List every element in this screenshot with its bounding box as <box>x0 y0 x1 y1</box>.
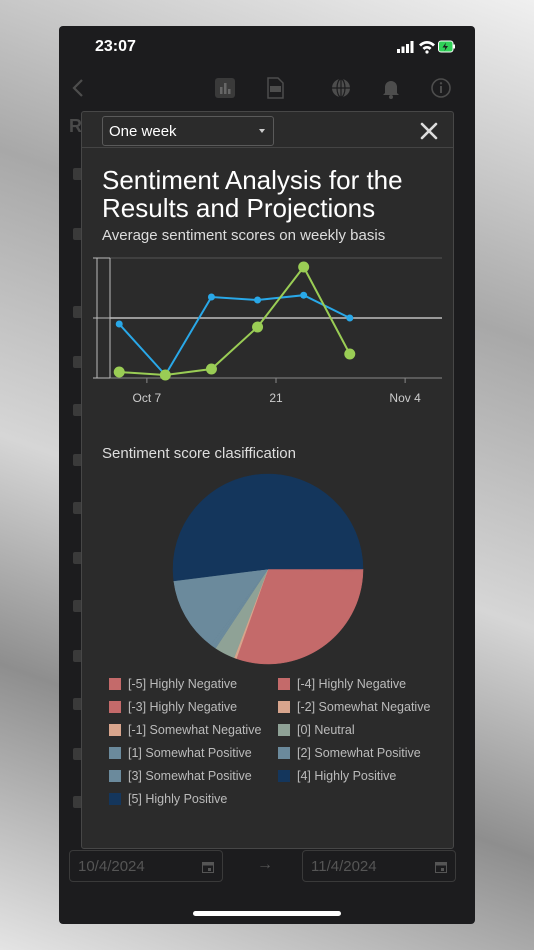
legend-swatch <box>109 701 121 713</box>
legend-swatch <box>109 747 121 759</box>
app-toolbar <box>59 70 475 106</box>
series-1-point <box>252 321 264 333</box>
legend-item[interactable]: [5] Highly Positive <box>109 790 227 808</box>
excel-export-icon[interactable] <box>263 76 287 100</box>
pie-chart <box>172 473 364 665</box>
date-range-arrow-icon: → <box>257 856 273 873</box>
line-chart: Oct 7 21 Nov 4 <box>93 257 442 405</box>
series-0-point <box>115 320 123 328</box>
legend-label: [3] Somewhat Positive <box>128 769 252 783</box>
period-select-value: One week <box>109 123 177 140</box>
legend-swatch <box>278 747 290 759</box>
calendar-icon <box>435 862 447 873</box>
home-indicator[interactable] <box>193 911 341 916</box>
legend-label: [-5] Highly Negative <box>128 677 238 691</box>
legend-label: [5] Highly Positive <box>128 792 228 806</box>
legend-item[interactable]: [3] Somewhat Positive <box>109 767 252 785</box>
start-date-field[interactable]: 10/4/2024 <box>69 850 223 882</box>
series-1-point <box>113 366 125 378</box>
legend-swatch <box>278 724 290 736</box>
legend-label: [-1] Somewhat Negative <box>128 723 262 737</box>
series-0-point <box>207 293 215 301</box>
signal-icon <box>397 41 414 53</box>
series-0-point <box>300 291 308 299</box>
end-date-value: 11/4/2024 <box>311 858 377 875</box>
legend-label: [-4] Highly Negative <box>297 677 407 691</box>
legend-item[interactable]: [-1] Somewhat Negative <box>109 721 261 739</box>
bell-icon[interactable] <box>379 76 403 100</box>
pie-slice <box>173 568 269 646</box>
legend-item[interactable]: [-2] Somewhat Negative <box>278 698 430 716</box>
legend-swatch <box>109 724 121 736</box>
sentiment-modal: One week Sentiment Analysis for the Resu… <box>81 111 454 849</box>
calendar-icon <box>202 862 214 873</box>
info-icon[interactable] <box>429 76 453 100</box>
series-line-0 <box>118 294 351 377</box>
chart-subtitle: Average sentiment scores on weekly basis <box>102 227 386 244</box>
series-1-point <box>298 261 310 273</box>
battery-charging-icon <box>438 40 455 53</box>
pie-chart-heading: Sentiment score clasiffication <box>102 445 296 462</box>
status-bar: 23:07 <box>59 26 475 70</box>
globe-icon[interactable] <box>329 76 353 100</box>
legend-label: [-3] Highly Negative <box>128 700 238 714</box>
legend-item[interactable]: [-4] Highly Negative <box>278 675 406 693</box>
legend-label: [-2] Somewhat Negative <box>297 700 431 714</box>
legend-swatch <box>278 678 290 690</box>
close-icon[interactable] <box>419 121 439 141</box>
series-1-point <box>344 348 356 360</box>
legend-swatch <box>278 770 290 782</box>
background-heading: R <box>69 116 82 136</box>
legend-item[interactable]: [2] Somewhat Positive <box>278 744 421 762</box>
series-1-point <box>159 369 171 381</box>
start-date-value: 10/4/2024 <box>78 858 145 875</box>
legend-item[interactable]: [-3] Highly Negative <box>109 698 237 716</box>
modal-header: One week <box>82 112 453 148</box>
x-tick-label: Nov 4 <box>389 391 421 405</box>
x-tick-label: 21 <box>269 391 283 405</box>
series-line-1 <box>119 265 351 377</box>
legend-swatch <box>109 770 121 782</box>
legend-label: [4] Highly Positive <box>297 769 397 783</box>
legend-swatch <box>109 793 121 805</box>
x-tick-label: Oct 7 <box>133 391 162 405</box>
series-0-point <box>254 296 262 304</box>
pie-slice <box>172 473 364 580</box>
legend-item[interactable]: [1] Somewhat Positive <box>109 744 252 762</box>
wifi-icon <box>419 41 435 54</box>
series-1-point <box>205 363 217 375</box>
end-date-field[interactable]: 11/4/2024 <box>302 850 456 882</box>
status-icons <box>397 40 455 54</box>
legend-swatch <box>109 678 121 690</box>
legend-label: [2] Somewhat Positive <box>297 746 421 760</box>
legend-item[interactable]: [-5] Highly Negative <box>109 675 237 693</box>
series-0-point <box>346 314 354 322</box>
legend-item[interactable]: [0] Neutral <box>278 721 355 739</box>
legend-label: [0] Neutral <box>297 723 355 737</box>
caret-down-icon <box>259 129 265 133</box>
status-time: 23:07 <box>95 38 136 55</box>
legend-item[interactable]: [4] Highly Positive <box>278 767 396 785</box>
chart-title: Sentiment Analysis for the Results and P… <box>102 165 403 223</box>
bar-chart-icon[interactable] <box>213 76 237 100</box>
period-select[interactable]: One week <box>102 116 274 146</box>
back-chevron-icon[interactable] <box>67 76 91 100</box>
legend-label: [1] Somewhat Positive <box>128 746 252 760</box>
pie-slice <box>236 568 364 665</box>
legend-swatch <box>278 701 290 713</box>
